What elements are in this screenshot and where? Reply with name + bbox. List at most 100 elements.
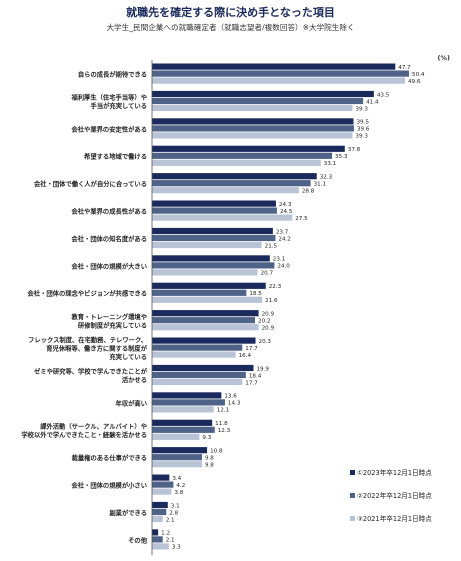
data-label-s3: 33.1 (324, 161, 337, 167)
data-label-s1: 37.8 (348, 147, 361, 153)
data-label-s2: 24.2 (278, 236, 290, 242)
data-label-s2: 2.8 (169, 510, 178, 516)
bar-s1 (152, 173, 317, 180)
bar-s1 (152, 63, 396, 70)
data-label-s1: 20.9 (262, 312, 275, 318)
bar-s2 (152, 481, 174, 488)
data-label-s1: 22.3 (269, 284, 282, 290)
data-label-s1: 1.2 (161, 531, 170, 537)
data-label-s1: 32.3 (320, 175, 333, 181)
bar-s2 (152, 371, 246, 379)
legend-item-series-3: ③2021年卒12月1日時点 (350, 513, 432, 523)
data-label-s2: 41.4 (366, 99, 379, 105)
category-label: 福利厚生（住宅手当等）や手当が充実している (70, 93, 147, 111)
bar-s3 (152, 132, 353, 139)
bar-s1 (152, 337, 256, 344)
bar-s2 (152, 508, 167, 516)
bar-s2 (152, 399, 225, 406)
data-label-s3: 21.6 (265, 298, 278, 304)
category-label: その他 (128, 535, 148, 544)
bar-s3 (152, 515, 163, 523)
category-label: 裁量権のある仕事ができる (72, 453, 147, 462)
data-label-s3: 12.1 (217, 408, 230, 414)
bar-s2 (152, 234, 276, 242)
legend-item-series-2: ②2022年卒12月1日時点 (350, 490, 432, 500)
bar-s3 (152, 324, 259, 331)
bar-s2 (152, 426, 215, 433)
category-label: 年収が高い (116, 398, 147, 407)
bar-s2 (152, 97, 364, 105)
data-label-s3: 2.1 (166, 517, 175, 523)
data-label-s3: 28.8 (302, 189, 315, 195)
legend-label-2: ②2022年卒12月1日時点 (357, 492, 432, 500)
data-label-s2: 39.6 (357, 127, 370, 133)
bar-s3 (152, 187, 299, 194)
bar-s3 (152, 214, 293, 221)
category-label: 副業ができる (109, 508, 147, 517)
data-label-s1: 13.6 (224, 394, 237, 400)
bar-s1 (152, 419, 213, 426)
legend-item-series-1: ①2023年卒12月1日時点 (350, 467, 432, 477)
data-label-s2: 35.3 (335, 154, 348, 160)
bar-s3 (152, 351, 236, 358)
bar-s2 (152, 125, 354, 132)
bar-s1 (152, 255, 270, 262)
data-label-s1: 43.5 (377, 92, 390, 98)
bar-s3 (152, 488, 172, 495)
bar-s2 (152, 262, 275, 269)
data-label-s1: 23.1 (273, 257, 286, 263)
bar-s1 (152, 310, 259, 317)
bar-s2 (152, 344, 243, 351)
bar-s1 (152, 447, 208, 454)
data-label-s3: 39.3 (355, 106, 368, 112)
data-label-s2: 31.1 (314, 182, 327, 188)
bar-s3 (152, 296, 263, 303)
data-label-s2: 12.3 (218, 428, 231, 434)
data-label-s2: 20.2 (258, 319, 270, 325)
bar-s1 (152, 501, 168, 509)
data-label-s2: 18.5 (249, 291, 262, 297)
category-label: 会社・団体で働く人が自分に合っている (34, 179, 147, 188)
data-label-s3: 20.7 (261, 271, 274, 277)
data-label-s2: 4.2 (176, 483, 185, 489)
bar-s3 (152, 104, 353, 112)
bar-s2 (152, 289, 247, 296)
bar-s2 (152, 180, 311, 187)
category-label: 教育・トレーニング環境や研修制度が充実している (71, 312, 147, 330)
data-label-s1: 3.4 (172, 476, 181, 482)
category-label: 会社や業界の安定性がある (71, 124, 147, 133)
bar-s1 (152, 282, 266, 289)
bar-s2 (152, 152, 333, 159)
category-label: 自らの成長が期待できる (78, 70, 147, 79)
data-label-s2: 2.1 (166, 538, 175, 544)
bar-s2 (152, 454, 202, 461)
chart-title: 就職先を確定する際に決め手となった項目 (126, 6, 335, 19)
data-label-s3: 49.6 (408, 79, 421, 85)
bar-s1 (152, 529, 159, 536)
data-label-s2: 9.8 (205, 456, 214, 462)
bar-s3 (152, 461, 202, 468)
bar-s1 (152, 145, 345, 152)
bar-s2 (152, 207, 277, 214)
legend-swatch-1 (350, 469, 355, 475)
data-label-s1: 23.7 (276, 229, 289, 235)
bar-s1 (152, 118, 354, 125)
data-label-s1: 24.3 (279, 202, 292, 208)
data-label-s3: 3.3 (172, 545, 181, 551)
legend-label-3: ③2021年卒12月1日時点 (357, 515, 432, 523)
data-label-s3: 9.8 (205, 463, 214, 469)
bar-s1 (152, 200, 276, 207)
data-label-s2: 14.3 (228, 401, 241, 407)
data-label-s3: 3.8 (174, 490, 183, 496)
data-label-s1: 19.9 (256, 366, 269, 372)
data-label-s2: 50.4 (412, 72, 425, 78)
legend-swatch-2 (350, 492, 355, 498)
bar-s3 (152, 406, 214, 413)
data-label-s1: 11.8 (215, 421, 228, 427)
chart-subtitle: 大学生_民間企業への就職確定者（就職志望者/複数回答）※大学院生除く (106, 23, 355, 32)
category-label: 会社・団体の知名度がある (71, 234, 147, 243)
data-label-s1: 39.5 (356, 120, 369, 126)
bar-s3 (152, 77, 405, 84)
legend-swatch-3 (350, 515, 355, 521)
